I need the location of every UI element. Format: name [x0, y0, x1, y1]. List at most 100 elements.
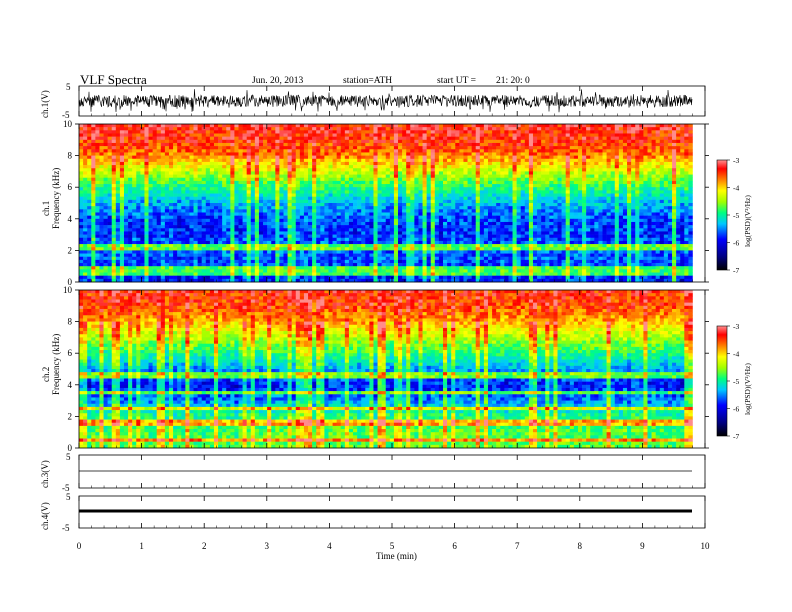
ch1-spectrogram-cell: [389, 203, 395, 207]
ch1-spectrogram-cell: [258, 203, 264, 207]
ch1-spectrogram-cell: [504, 212, 509, 216]
ch1-spectrogram-cell: [434, 168, 440, 172]
ch1-spectrogram-cell: [238, 187, 243, 191]
ch1-spectrogram-cell: [606, 124, 611, 128]
ch1-spectrogram-cell: [549, 225, 554, 229]
ch1-spectrogram-cell: [119, 161, 125, 166]
ch1-spectrogram-cell: [598, 146, 603, 150]
ch1-spectrogram-cell: [303, 203, 309, 207]
ch1-spectrogram-cell: [549, 193, 554, 197]
ch1-spectrogram-cell: [438, 139, 444, 144]
ch1-spectrogram-cell: [667, 199, 673, 204]
ch1-spectrogram-cell: [267, 190, 272, 194]
ch1-spectrogram-cell: [610, 212, 616, 216]
ch1-spectrogram-cell: [631, 190, 636, 194]
ch1-spectrogram-cell: [504, 155, 509, 160]
ch1-spectrogram-cell: [504, 127, 509, 131]
ch1-spectrogram-cell: [373, 165, 378, 169]
ch1-spectrogram-cell: [467, 130, 472, 134]
ch1-spectrogram-cell: [173, 171, 178, 175]
ch1-spectrogram-cell: [438, 221, 444, 226]
ch1-spectrogram-cell: [332, 127, 337, 131]
ch1-spectrogram-cell: [340, 221, 346, 226]
ch1-spectrogram-cell: [672, 142, 677, 147]
ch1-spectrogram-cell: [103, 180, 108, 185]
ch1-spectrogram-cell: [622, 139, 628, 144]
ch1-spectrogram-cell: [185, 124, 190, 128]
ch1-spectrogram-cell: [635, 225, 640, 229]
ch1-spectrogram-cell: [365, 184, 370, 188]
ch1-spectrogram-cell: [414, 203, 419, 207]
ch1-spectrogram-cell: [471, 136, 477, 141]
ch1-spectrogram-cell: [647, 212, 652, 216]
ch1-spectrogram-cell: [328, 187, 333, 191]
ch1-spectrogram-cell: [610, 168, 616, 172]
ch1-spectrogram-cell: [414, 152, 419, 156]
ch1-spectrogram-cell: [655, 139, 661, 144]
ch1-spectrogram-cell: [119, 190, 125, 194]
ch1-spectrogram-cell: [189, 155, 194, 160]
ch1-spectrogram-cell: [459, 212, 464, 216]
ch1-spectrogram-cell: [602, 124, 607, 128]
ch1-spectrogram-cell: [459, 127, 464, 131]
ch1-spectrogram-cell: [672, 152, 677, 156]
ch1-spectrogram-cell: [365, 158, 370, 163]
ch1-spectrogram-cell: [528, 174, 534, 179]
ch1-spectrogram-cell: [303, 171, 309, 175]
ch1-spectrogram-cell: [115, 199, 121, 204]
ch1-spectrogram-cell: [590, 193, 595, 197]
ch1-spectrogram-cell: [275, 199, 280, 204]
ch1-spectrogram-cell: [475, 149, 481, 153]
ch1-spectrogram-cell: [549, 218, 554, 223]
ch1-spectrogram-cell: [365, 161, 370, 166]
ch1-spectrogram-cell: [164, 127, 170, 131]
ch1-spectrogram-cell: [123, 152, 129, 156]
ch1-spectrogram-cell: [422, 196, 427, 201]
ch1-spectrogram-cell: [663, 225, 669, 229]
ch1-spectrogram-cell: [299, 146, 305, 150]
ch1-spectrogram-cell: [659, 215, 665, 220]
ch1-spectrogram-cell: [173, 165, 178, 169]
ch1-spectrogram-cell: [635, 206, 640, 210]
ch1-spectrogram-cell: [209, 139, 215, 144]
ch1-spectrogram-cell: [659, 225, 665, 229]
ch1-spectrogram-cell: [504, 146, 509, 150]
ch1-spectrogram-cell: [283, 124, 288, 128]
ch1-spectrogram-cell: [549, 139, 554, 144]
ch1-spectrogram-cell: [688, 127, 693, 131]
ch1-spectrogram-cell: [598, 127, 603, 131]
ch1-spectrogram-cell: [659, 155, 665, 160]
ch1-spectrogram-cell: [577, 136, 583, 141]
ch1-spectrogram-cell: [663, 187, 669, 191]
ch1-spectrogram-cell: [336, 146, 342, 150]
ch1-spectrogram-cell: [238, 149, 243, 153]
ch1-spectrogram-cell: [83, 142, 88, 147]
ch1-spectrogram-cell: [193, 139, 198, 144]
ch1-spectrogram-cell: [275, 127, 280, 131]
ch1-spectrogram-cell: [557, 187, 562, 191]
ch1-spectrogram-cell: [667, 177, 673, 182]
ch1-spectrogram-cell: [83, 212, 88, 216]
ch1-spectrogram-cell: [381, 171, 387, 175]
ch1-spectrogram-cell: [205, 139, 211, 144]
ch1-spectrogram-cell: [128, 124, 133, 128]
ch1-spectrogram-cell: [279, 190, 284, 194]
ch1-spectrogram-cell: [561, 184, 566, 188]
ch1-spectrogram-cell: [508, 161, 513, 166]
ch1-spectrogram-cell: [87, 149, 92, 153]
ch1-spectrogram-cell: [205, 133, 211, 137]
ch1-spectrogram-cell: [614, 124, 620, 128]
ch1-spectrogram-cell: [197, 209, 202, 213]
ch1-spectrogram-cell: [659, 139, 665, 144]
ch1-spectrogram-cell: [569, 158, 575, 163]
ch1-spectrogram-cell: [545, 130, 550, 134]
ch1-spectrogram-cell: [168, 161, 174, 166]
ch1-spectrogram-cell: [119, 174, 125, 179]
ch1-spectrogram-cell: [361, 165, 366, 169]
ch1-spectrogram-cell: [483, 165, 489, 169]
ch1-spectrogram-cell: [463, 174, 468, 179]
ch1-spectrogram-cell: [549, 190, 554, 194]
ch1-spectrogram-cell: [295, 136, 301, 141]
ch1-spectrogram-cell: [647, 133, 652, 137]
ch1-spectrogram-cell: [635, 133, 640, 137]
